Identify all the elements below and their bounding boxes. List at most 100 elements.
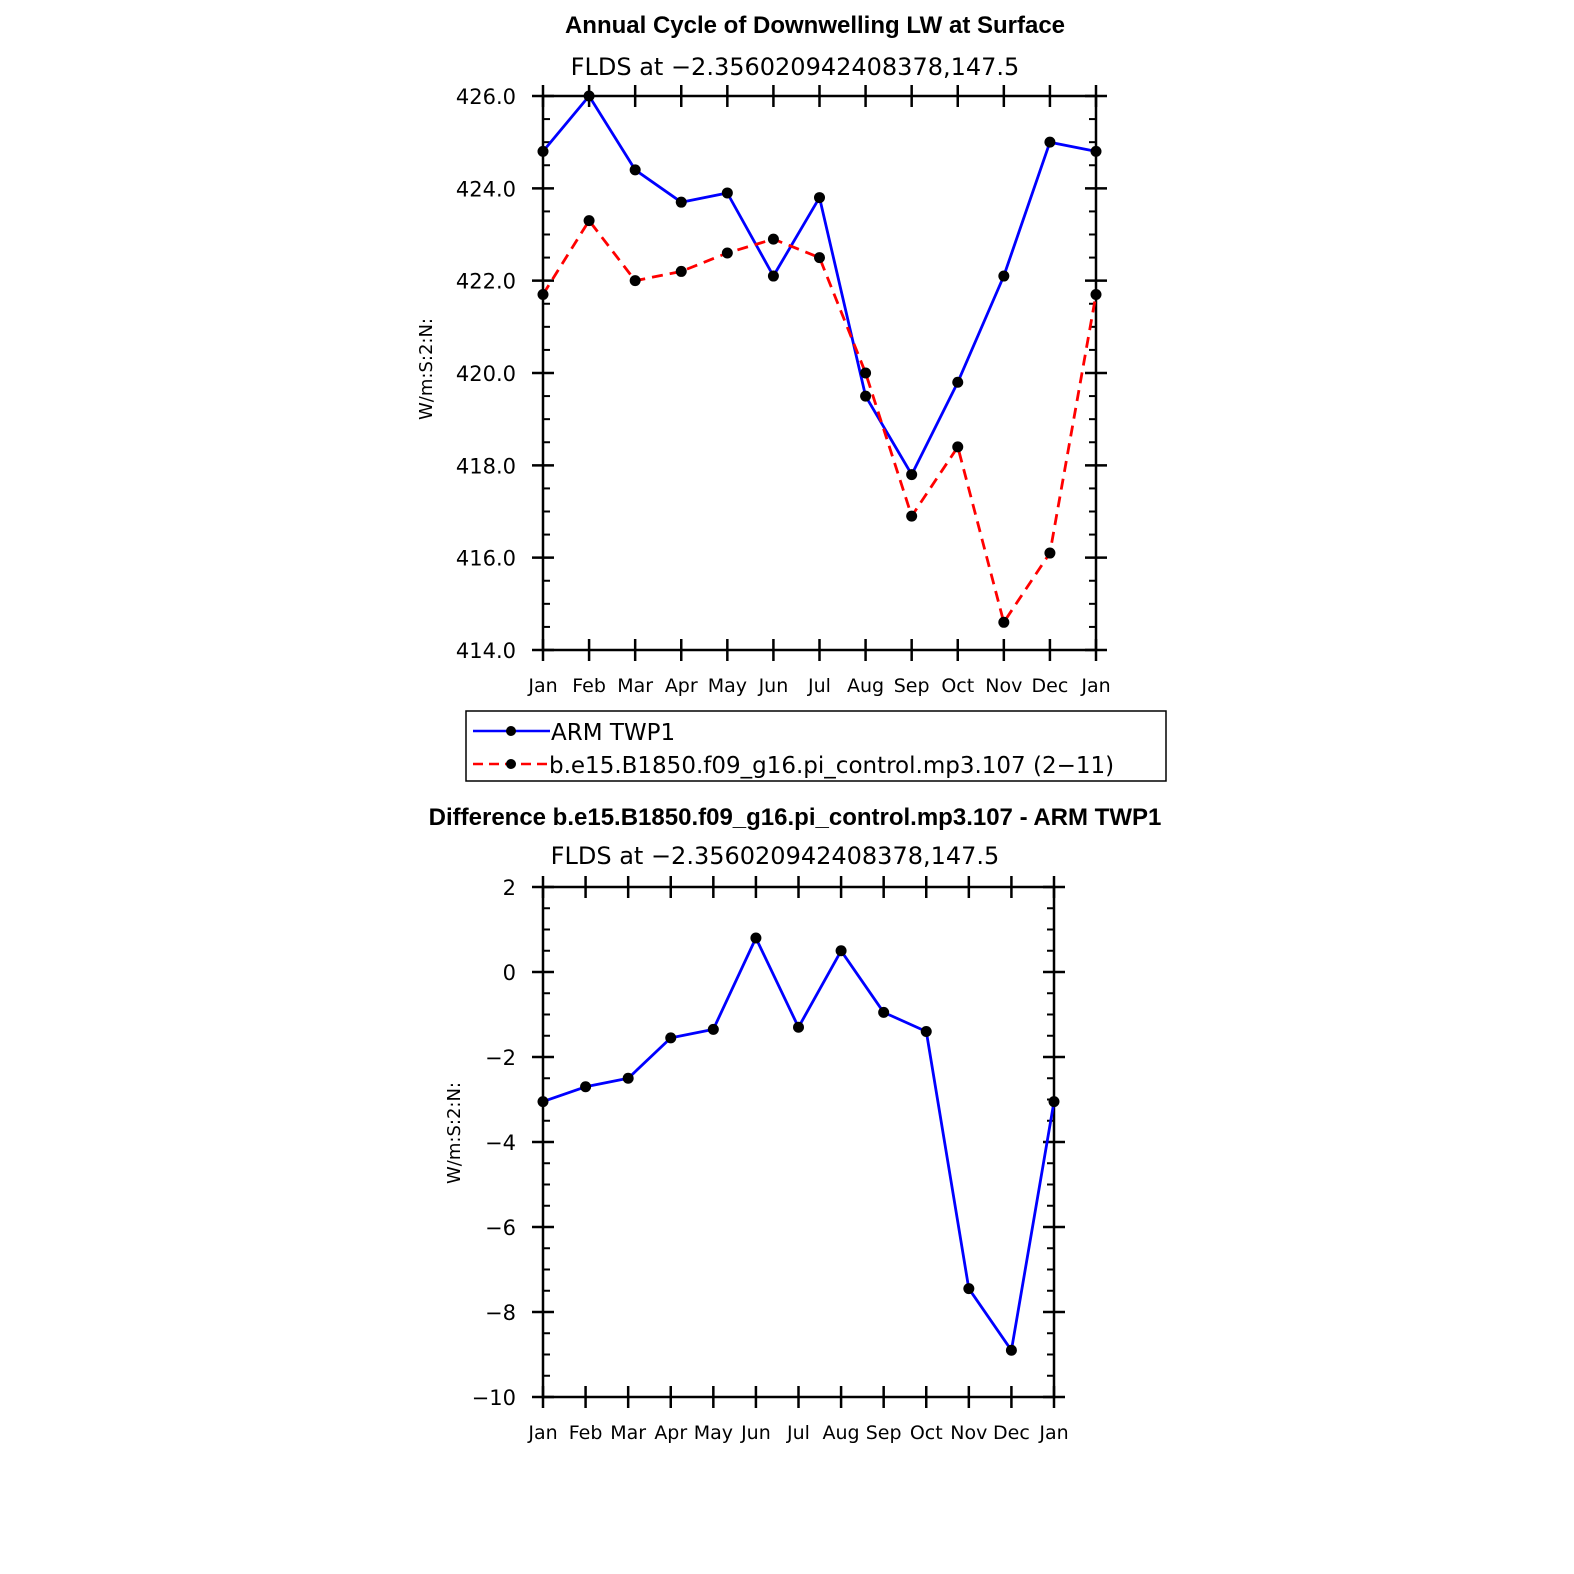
bottom-chart-data-point <box>750 932 762 944</box>
bottom-chart-series-line-0 <box>542 936 1056 1352</box>
bottom-chart-y-axis-label: W/m:S:2:N: <box>444 1082 465 1184</box>
top-chart-data-point <box>675 265 687 277</box>
top-chart-data-point <box>767 233 779 245</box>
top-chart-ytick-label: 426.0 <box>456 85 516 109</box>
bottom-chart-xtick-label: Sep <box>866 1422 902 1444</box>
legend-marker-model <box>506 759 516 769</box>
legend-label-model: b.e15.B1850.f09_g16.pi_control.mp3.107 (… <box>549 753 1114 779</box>
top-chart-data-point <box>767 270 779 282</box>
top-chart-data-point <box>814 192 825 204</box>
bottom-chart-xtick-label: Jan <box>527 1422 557 1444</box>
bottom-chart-data-point <box>920 1026 932 1037</box>
top-chart-xtick-label: Sep <box>894 675 930 697</box>
bottom-chart-xtick-label: May <box>694 1422 733 1444</box>
top-chart-axes: 426.0 424.0 422.0 420.0 418.0 416.0 414.0 Jan Fe… <box>456 85 1111 697</box>
top-chart-xtick-label: Jun <box>758 675 789 697</box>
bottom-chart-xtick-label: Nov <box>950 1422 987 1444</box>
top-chart-data-point <box>998 270 1010 282</box>
top-chart-data-point <box>537 145 549 157</box>
bottom-chart-ytick-label: −2 <box>485 1046 516 1070</box>
top-chart-ytick-label: 416.0 <box>456 547 516 571</box>
top-chart-xtick-label: May <box>708 675 747 697</box>
top-chart-ytick-label: 418.0 <box>456 454 516 478</box>
bottom-chart-ytick-label: −8 <box>485 1301 516 1325</box>
top-chart-plot-frame <box>541 94 1098 652</box>
bottom-chart-data-point <box>537 1096 549 1108</box>
bottom-chart-ytick-label: −10 <box>472 1386 516 1410</box>
bottom-chart-xtick-label: Mar <box>610 1422 646 1444</box>
bottom-chart: Difference b.e15.B1850.f09_g16.pi_contro… <box>429 804 1162 1444</box>
top-chart-data-point <box>860 390 872 402</box>
top-chart-data-point <box>629 275 641 287</box>
legend-marker-arm <box>506 726 516 736</box>
top-chart-ytick-label: 420.0 <box>456 362 516 386</box>
top-chart-data-point <box>721 187 733 199</box>
top-chart-data-point <box>1090 145 1102 157</box>
top-chart-series <box>537 90 1102 628</box>
bottom-chart-xtick-label: Jan <box>1038 1422 1068 1444</box>
legend-box <box>465 710 1167 782</box>
top-chart-ytick-label: 422.0 <box>456 270 516 294</box>
top-chart-xtick-label: Jan <box>1080 675 1110 697</box>
bottom-chart-data-point <box>878 1006 890 1018</box>
bottom-chart-data-point <box>835 945 847 957</box>
top-chart-data-point <box>721 247 733 259</box>
top-chart-data-point <box>537 289 549 301</box>
legend-label-arm: ARM TWP1 <box>551 720 675 746</box>
top-chart-xtick-label: Oct <box>941 675 974 697</box>
top-chart-data-point <box>1044 547 1056 559</box>
bottom-chart-data-point <box>1048 1096 1060 1108</box>
bottom-chart-xtick-label: Jun <box>740 1422 771 1444</box>
top-chart-xtick-label: Nov <box>985 675 1022 697</box>
bottom-chart-xtick-label: Jul <box>786 1422 810 1444</box>
top-chart-data-point <box>814 252 825 264</box>
top-chart-ytick-label: 414.0 <box>456 639 516 663</box>
top-chart-ytick-label: 424.0 <box>456 177 516 201</box>
bottom-chart-data-point <box>665 1032 677 1044</box>
top-chart-data-point <box>952 376 964 388</box>
bottom-chart-xtick-label: Aug <box>823 1422 860 1444</box>
bottom-chart-xtick-label: Apr <box>654 1422 687 1444</box>
top-chart-series-line-1 <box>541 219 1098 624</box>
top-chart-xtick-label: Feb <box>572 675 606 697</box>
bottom-chart-xtick-label: Dec <box>993 1422 1030 1444</box>
top-chart-data-point <box>675 196 687 208</box>
bottom-chart-xtick-label: Oct <box>910 1422 943 1444</box>
top-chart-data-point <box>1090 289 1102 301</box>
top-chart-subtitle: FLDS at −2.356020942408378,147.5 <box>571 53 1020 81</box>
top-chart-data-point <box>583 90 595 102</box>
bottom-chart-ytick-label: −4 <box>485 1131 516 1155</box>
top-chart-xtick-label: Aug <box>847 675 884 697</box>
top-chart-data-point <box>1044 136 1056 148</box>
top-chart-series-line-0 <box>541 94 1097 477</box>
bottom-chart-title: Difference b.e15.B1850.f09_g16.pi_contro… <box>429 804 1162 831</box>
top-chart-data-point <box>906 469 918 481</box>
bottom-chart-data-point <box>580 1081 592 1093</box>
bottom-chart-plot-frame <box>541 885 1056 1399</box>
bottom-chart-data-point <box>622 1072 634 1084</box>
top-chart: Annual Cycle of Downwelling LW at Surfac… <box>416 12 1111 697</box>
bottom-chart-ytick-label: −6 <box>485 1216 516 1240</box>
top-chart-xtick-label: Jan <box>527 675 557 697</box>
bottom-chart-data-point <box>963 1283 975 1295</box>
bottom-chart-axes: 2 0 −2 −4 −6 −8 −10 Jan Feb Mar Apr May Jun Jul Aug Sep… <box>472 876 1069 1444</box>
top-chart-data-point <box>952 441 964 453</box>
bottom-chart-data-point <box>707 1023 719 1035</box>
top-chart-xtick-label: Mar <box>617 675 653 697</box>
bottom-chart-subtitle: FLDS at −2.356020942408378,147.5 <box>551 842 1000 870</box>
bottom-chart-series <box>537 932 1060 1356</box>
bottom-chart-xtick-label: Feb <box>569 1422 603 1444</box>
legend: ARM TWP1 b.e15.B1850.f09_g16.pi_control.… <box>465 710 1167 782</box>
top-chart-data-point <box>860 367 872 379</box>
bottom-chart-data-point <box>1005 1344 1017 1356</box>
top-chart-xtick-label: Dec <box>1032 675 1069 697</box>
bottom-chart-ytick-label: 0 <box>503 961 516 985</box>
top-chart-data-point <box>583 215 595 227</box>
top-chart-title: Annual Cycle of Downwelling LW at Surfac… <box>565 12 1065 39</box>
top-chart-data-point <box>998 616 1010 628</box>
top-chart-y-axis-label: W/m:S:2:N: <box>416 318 437 420</box>
top-chart-data-point <box>906 510 918 522</box>
bottom-chart-ytick-label: 2 <box>503 876 516 900</box>
bottom-chart-data-point <box>793 1021 804 1033</box>
